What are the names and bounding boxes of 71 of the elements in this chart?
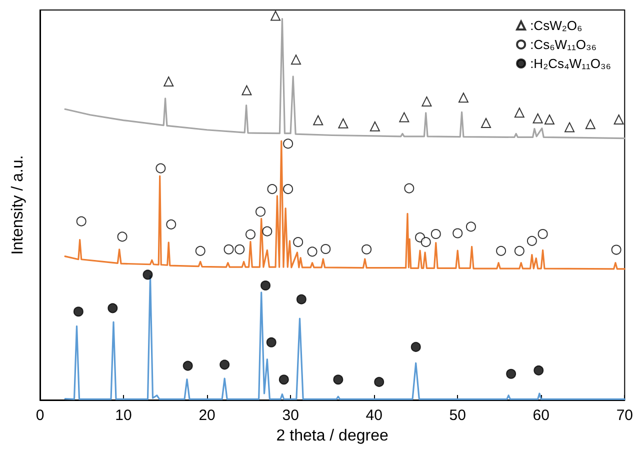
point bbox=[260, 280, 271, 290]
point bbox=[290, 54, 301, 65]
legend-label: :H₂Cs₄W₁₁O₃₆ bbox=[530, 56, 612, 71]
x-tick-label: 10 bbox=[115, 407, 132, 424]
point bbox=[458, 92, 468, 103]
point bbox=[245, 229, 256, 240]
point bbox=[538, 229, 548, 240]
point bbox=[166, 219, 176, 230]
point bbox=[164, 76, 174, 86]
legend-label: :Cs₆W₁₁O₃₆ bbox=[530, 37, 597, 52]
point bbox=[256, 206, 266, 217]
point bbox=[220, 360, 230, 370]
y-axis-title: Intensity / a.u. bbox=[10, 155, 26, 255]
x-tick-label: 50 bbox=[449, 407, 466, 424]
point bbox=[313, 115, 324, 126]
point bbox=[452, 228, 463, 238]
x-tick-label: 40 bbox=[366, 407, 382, 424]
point bbox=[514, 246, 524, 256]
point bbox=[420, 237, 431, 248]
x-tick-label: 60 bbox=[532, 407, 550, 424]
point bbox=[142, 270, 153, 280]
point bbox=[481, 118, 492, 128]
x-axis-title: 2 theta / degree bbox=[276, 427, 388, 444]
point bbox=[242, 85, 252, 96]
point bbox=[262, 226, 272, 236]
point bbox=[182, 360, 193, 371]
point bbox=[117, 232, 128, 242]
point bbox=[362, 244, 372, 254]
point bbox=[307, 246, 318, 257]
x-tick-label: 70 bbox=[616, 407, 633, 424]
x-tick-label: 30 bbox=[282, 407, 299, 424]
point bbox=[156, 163, 166, 174]
point bbox=[544, 114, 554, 125]
point bbox=[585, 119, 596, 130]
point bbox=[296, 294, 306, 304]
x-tick-label: 0 bbox=[36, 407, 44, 424]
point bbox=[430, 229, 441, 240]
x-tick-label: 20 bbox=[198, 407, 216, 424]
point bbox=[320, 244, 331, 254]
point bbox=[422, 96, 432, 106]
point bbox=[283, 138, 294, 149]
point bbox=[534, 365, 544, 376]
point bbox=[399, 112, 410, 122]
point bbox=[611, 244, 622, 255]
legend-label: :CsW₂O₆ bbox=[530, 18, 582, 33]
point bbox=[404, 183, 414, 194]
point bbox=[614, 114, 624, 125]
point bbox=[338, 118, 348, 128]
point bbox=[76, 216, 86, 226]
point bbox=[293, 237, 304, 248]
point bbox=[195, 246, 206, 256]
point bbox=[496, 246, 506, 256]
point bbox=[267, 184, 278, 194]
point bbox=[333, 374, 344, 385]
point bbox=[526, 236, 537, 246]
point bbox=[278, 374, 289, 385]
point bbox=[410, 342, 421, 352]
point bbox=[266, 337, 276, 348]
point bbox=[224, 244, 234, 254]
point bbox=[506, 368, 516, 379]
point bbox=[73, 306, 84, 317]
point bbox=[370, 121, 380, 132]
point bbox=[283, 184, 294, 194]
point bbox=[532, 113, 543, 124]
point bbox=[234, 244, 245, 254]
point bbox=[514, 108, 524, 118]
point bbox=[564, 122, 575, 132]
point bbox=[270, 10, 281, 21]
point bbox=[108, 303, 118, 314]
point bbox=[466, 222, 476, 232]
point bbox=[374, 376, 384, 387]
